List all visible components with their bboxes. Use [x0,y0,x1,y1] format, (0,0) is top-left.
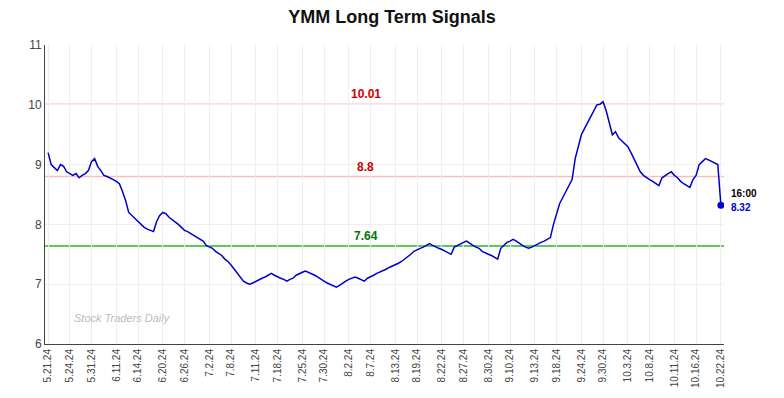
svg-text:5.24.24: 5.24.24 [64,349,75,383]
svg-text:6.20.24: 6.20.24 [157,349,168,383]
svg-text:6.26.24: 6.26.24 [179,349,190,383]
svg-text:9.13.24: 9.13.24 [529,349,540,383]
svg-text:10.8.24: 10.8.24 [644,349,655,383]
svg-text:8.27.24: 8.27.24 [458,349,469,383]
svg-text:10: 10 [28,98,42,112]
svg-text:8.22.24: 8.22.24 [436,349,447,383]
svg-text:9.30.24: 9.30.24 [597,349,608,383]
svg-text:11: 11 [29,38,42,52]
svg-text:10.3.24: 10.3.24 [622,349,633,383]
svg-text:10.01: 10.01 [351,87,381,101]
svg-text:8.2.24: 8.2.24 [343,349,354,377]
svg-text:8.30.24: 8.30.24 [483,349,494,383]
svg-text:9: 9 [35,158,42,172]
svg-text:9.24.24: 9.24.24 [576,349,587,383]
svg-text:10.11.24: 10.11.24 [669,349,680,388]
svg-text:5.21.24: 5.21.24 [42,349,53,383]
svg-text:7.2.24: 7.2.24 [204,349,215,377]
svg-text:8.8: 8.8 [357,160,374,174]
svg-text:Stock Traders Daily: Stock Traders Daily [74,312,171,324]
svg-text:10.22.24: 10.22.24 [715,349,726,388]
svg-text:6.14.24: 6.14.24 [132,349,143,383]
svg-text:8.32: 8.32 [731,202,751,213]
svg-text:7.18.24: 7.18.24 [272,349,283,383]
svg-text:7.64: 7.64 [354,229,378,243]
svg-text:7: 7 [35,277,42,291]
svg-text:9.18.24: 9.18.24 [551,349,562,383]
svg-text:9.10.24: 9.10.24 [504,349,515,383]
svg-text:6.11.24: 6.11.24 [111,349,122,382]
svg-text:7.11.24: 7.11.24 [250,349,261,382]
svg-text:5.31.24: 5.31.24 [86,349,97,383]
svg-text:7.30.24: 7.30.24 [318,349,329,383]
svg-text:8.19.24: 8.19.24 [411,349,422,383]
svg-text:10.16.24: 10.16.24 [690,349,701,388]
svg-text:YMM Long Term Signals: YMM Long Term Signals [288,7,496,27]
svg-text:8: 8 [35,218,42,232]
svg-text:7.25.24: 7.25.24 [297,349,308,383]
svg-text:8.13.24: 8.13.24 [390,349,401,383]
svg-text:8.7.24: 8.7.24 [365,349,376,377]
svg-text:16:00: 16:00 [731,188,757,199]
svg-text:6: 6 [35,337,42,351]
svg-text:7.8.24: 7.8.24 [225,349,236,377]
